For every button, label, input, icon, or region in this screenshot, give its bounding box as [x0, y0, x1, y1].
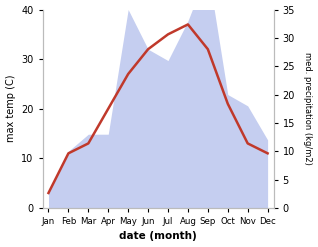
Y-axis label: max temp (C): max temp (C): [5, 75, 16, 143]
Y-axis label: med. precipitation (kg/m2): med. precipitation (kg/m2): [303, 52, 313, 165]
X-axis label: date (month): date (month): [119, 231, 197, 242]
